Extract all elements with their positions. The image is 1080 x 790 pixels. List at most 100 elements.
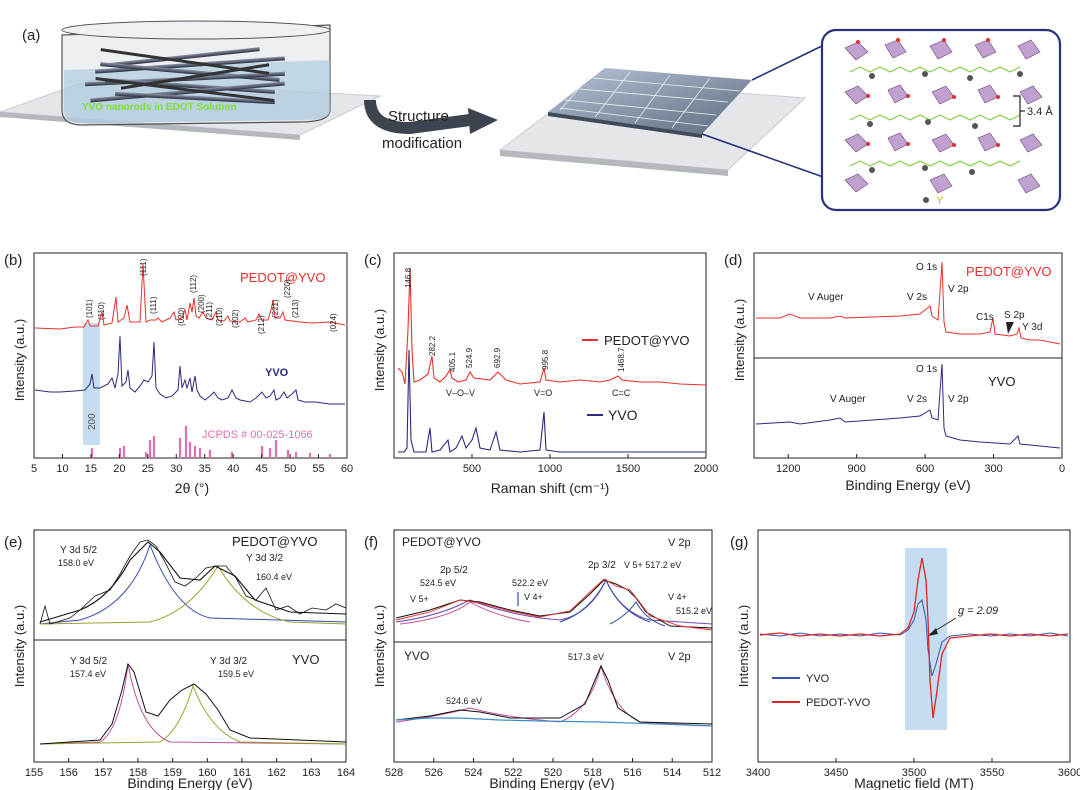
panel-c-x-ticks: 500 1000 1500 2000: [463, 454, 718, 475]
x-tick-label: 1200: [776, 463, 800, 475]
svg-text:O 1s: O 1s: [916, 364, 937, 375]
jcpds-ref-bars: [90, 426, 332, 458]
svg-text:1468.7: 1468.7: [617, 347, 626, 372]
panel-c-frame: [393, 252, 707, 459]
v2p-bottom-envelope: [395, 664, 713, 725]
x-tick-label: 40: [227, 463, 239, 475]
x-tick-label: 25: [142, 463, 154, 475]
x-tick-label: 156: [59, 767, 77, 779]
panel-g-ylabel: Intensity (a.u.): [736, 605, 751, 687]
panel-b-highlight-label: 200: [87, 413, 98, 430]
v2p-bottom-label-1: 524.6 eV: [446, 696, 482, 706]
v2p-bottom-fit: [395, 664, 713, 727]
v2p-top-label-8: V 4+: [668, 592, 687, 602]
substrate-edge-2: [500, 150, 728, 176]
panel-f: (f) PEDOT@YVO V 2p 2p 5/2 524.5 eV 522.2…: [364, 529, 721, 790]
panel-g-highlight: [905, 548, 947, 730]
panel-e-frame: [33, 529, 347, 763]
raman-yvo-trace: [398, 349, 706, 453]
panel-g-xlabel: Magnetic field (MT): [854, 775, 974, 790]
x-tick-label: 5: [31, 463, 37, 475]
v2p-top-label-7: V 5+ 517.2 eV: [624, 560, 681, 570]
svg-text:V Auger: V Auger: [808, 292, 844, 303]
x-tick-label: 516: [623, 767, 641, 779]
svg-text:(200): (200): [197, 294, 206, 313]
panel-f-label: (f): [364, 534, 378, 551]
x-tick-label: 1000: [538, 463, 562, 475]
y3d-bottom-label-4: 159.5 eV: [218, 669, 254, 679]
xps-survey-bottom-labels: O 1s V Auger V 2s V 2p: [830, 364, 969, 405]
crystal-inset: [820, 28, 1062, 212]
epr-g-arrow-head: [928, 628, 938, 636]
svg-text:(213): (213): [291, 299, 300, 318]
x-tick-label: 45: [256, 463, 268, 475]
v2p-top-fit3: [609, 601, 666, 627]
y3d-top-envelope: [39, 541, 347, 623]
xrd-yvo-trace: [34, 335, 345, 405]
x-tick-label: 158: [129, 767, 147, 779]
x-tick-label: 518: [584, 767, 602, 779]
v2p-top-tag: V 2p: [668, 537, 691, 549]
panel-d: (d) O 1s V Auger V 2s V 2p C1s S 2p Y 3d…: [724, 252, 1065, 493]
panel-b-x-ticks: 5 10 15 20 25 30 35 40 45 50 55 60: [31, 454, 353, 475]
panel-f-ylabel: Intensity (a.u.): [372, 605, 387, 687]
v2p-top-label-5: V 4+: [524, 592, 543, 602]
xps-survey-pedot-trace: [756, 261, 1061, 345]
x-tick-label: 55: [312, 463, 324, 475]
y3d-top-label-1: Y 3d 5/2: [60, 545, 98, 556]
v2p-top-label-4: V 5+: [410, 594, 429, 604]
x-tick-label: 15: [85, 463, 97, 475]
svg-text:405.1: 405.1: [448, 351, 457, 372]
x-tick-label: 10: [56, 463, 68, 475]
svg-text:(101): (101): [85, 299, 94, 318]
panel-b-ylabel: Intensity (a.u.): [12, 319, 27, 401]
panel-b-highlight: [83, 323, 100, 445]
svg-text:(220): (220): [283, 279, 292, 298]
svg-text:C1s: C1s: [976, 312, 994, 323]
x-tick-label: 514: [663, 767, 681, 779]
v2p-top-label-2: 524.5 eV: [420, 578, 456, 588]
xps-survey-top-labels: O 1s V Auger V 2s V 2p C1s S 2p Y 3d: [808, 262, 1042, 333]
v2p-top-fit1: [399, 601, 531, 625]
svg-text:(210): (210): [215, 307, 224, 326]
svg-text:V 2p: V 2p: [948, 284, 969, 295]
x-tick-label: 60: [341, 463, 353, 475]
svg-text:V Auger: V Auger: [830, 394, 866, 405]
epr-legend-yvo: YVO: [806, 673, 830, 685]
raman-peak-labels: 146.8 282.2 405.1 524.9 692.9 995.8 1468…: [404, 267, 626, 372]
y3d-bottom-label-2: 157.4 eV: [70, 669, 106, 679]
y3d-top-raw: [39, 539, 347, 625]
x-tick-label: 30: [170, 463, 182, 475]
y-atom-label: Y: [936, 195, 944, 207]
x-tick-label: 164: [337, 767, 355, 779]
panel-e-x-ticks: 155 156 157 158 159 160 161 162 163 164: [25, 758, 355, 779]
svg-text:V 2s: V 2s: [907, 394, 927, 405]
raman-legend-yvo: YVO: [608, 407, 638, 423]
panel-f-xlabel: Binding Energy (eV): [489, 775, 614, 790]
y3d-bottom-fit2: [39, 684, 347, 745]
panel-d-x-ticks: 1200 900 600 300 0: [776, 454, 1065, 475]
x-tick-label: 2000: [694, 463, 718, 475]
x-tick-label: 157: [94, 767, 112, 779]
zoom-line-top: [751, 43, 827, 81]
panel-a-label: (a): [22, 27, 40, 44]
v2p-top-label-1: 2p 5/2: [440, 565, 468, 576]
svg-text:Y 3d: Y 3d: [1022, 322, 1042, 333]
arrow-label-2: modification: [382, 135, 462, 152]
spacing-label: 3.4 Å: [1027, 105, 1053, 118]
x-tick-label: 526: [425, 767, 443, 779]
panel-d-xlabel: Binding Energy (eV): [845, 477, 970, 493]
x-tick-label: 900: [847, 463, 865, 475]
x-tick-label: 600: [916, 463, 934, 475]
s2p-marker-icon: [1006, 322, 1014, 334]
x-tick-label: 3550: [980, 767, 1004, 779]
v2p-top-label-6: 2p 3/2: [588, 560, 616, 571]
panel-b-xlabel: 2θ (°): [175, 480, 209, 496]
xrd-jcpds-label: JCPDS # 00-025-1066: [202, 429, 313, 441]
panel-f-x-ticks: 528 526 524 522 520 518 516 514 512: [385, 758, 721, 779]
x-tick-label: 3500: [902, 767, 926, 779]
svg-text:(202): (202): [231, 309, 240, 328]
y3d-top-title: PEDOT@YVO: [232, 534, 317, 549]
v2p-top-label-9: 515.2 eV: [676, 606, 712, 616]
